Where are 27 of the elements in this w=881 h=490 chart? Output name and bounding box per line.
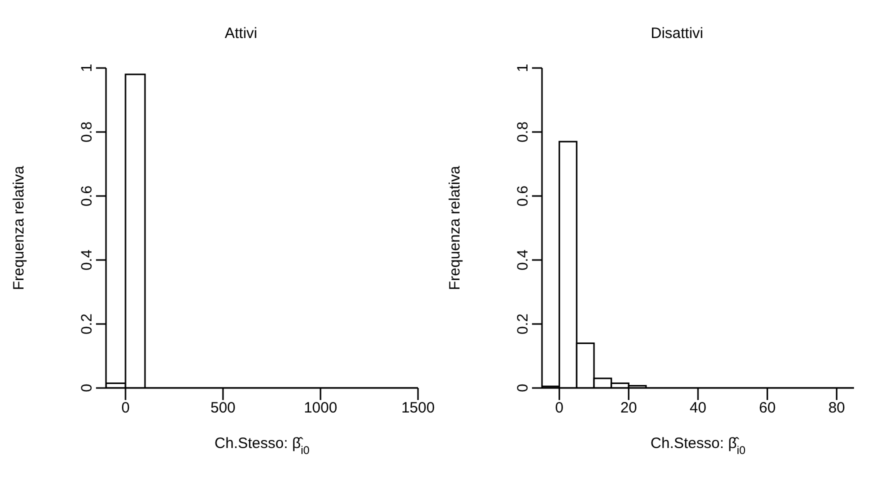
x-tick-label: 0 (555, 400, 564, 417)
x-tick-label: 0 (121, 400, 130, 417)
x-axis-title: Ch.Stesso: β̂$_{i0}$ (214, 435, 310, 457)
y-axis-title: Frequenza relativa (446, 165, 464, 290)
y-tick-label: 0.6 (78, 186, 96, 206)
x-tick-label: 1500 (401, 400, 435, 417)
y-tick-label: 0.6 (514, 186, 532, 206)
y-tick-label: 0.8 (514, 122, 532, 142)
y-tick-label: 0.8 (78, 122, 96, 142)
x-tick-label: 500 (210, 400, 236, 417)
x-axis-title: Ch.Stesso: β̂$_{i0}$ (650, 435, 746, 457)
chart-title: Disattivi (650, 25, 704, 42)
y-tick-label: 0.2 (78, 314, 96, 334)
y-tick-label: 0.2 (514, 314, 532, 334)
y-tick-label: 0.4 (78, 250, 96, 270)
x-tick-label: 60 (758, 400, 776, 417)
x-tick-label: 40 (690, 400, 706, 417)
y-axis-title: Frequenza relativa (10, 165, 28, 290)
y-tick-label: 1 (78, 64, 96, 72)
x-tick-label: 1000 (304, 400, 338, 417)
y-tick-label: 0 (514, 384, 532, 392)
y-tick-label: 0 (78, 384, 96, 392)
x-tick-label: 80 (828, 400, 846, 417)
y-tick-label: 1 (514, 64, 532, 72)
x-tick-label: 20 (620, 400, 638, 417)
chart-title: Attivi (224, 25, 258, 42)
y-tick-label: 0.4 (514, 250, 532, 270)
